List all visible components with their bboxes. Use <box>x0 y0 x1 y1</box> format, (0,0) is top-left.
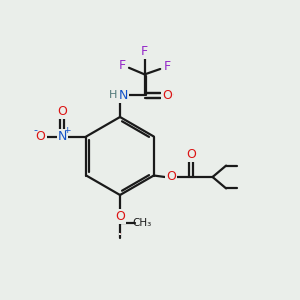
Text: H: H <box>109 90 118 100</box>
Text: N: N <box>58 130 67 143</box>
Text: F: F <box>119 59 126 72</box>
Text: O: O <box>36 130 46 143</box>
Text: methoxy: methoxy <box>120 240 126 242</box>
Text: O: O <box>186 148 196 161</box>
Text: O: O <box>166 170 176 184</box>
Text: O: O <box>115 210 125 223</box>
Text: F: F <box>164 60 171 73</box>
Text: O: O <box>119 233 121 235</box>
Text: F: F <box>141 44 148 58</box>
Text: O: O <box>164 89 173 102</box>
Text: +: + <box>64 126 71 135</box>
Text: -: - <box>34 125 38 135</box>
Text: O: O <box>57 105 67 118</box>
Text: CH₃: CH₃ <box>132 218 151 228</box>
Text: O: O <box>163 89 172 102</box>
Text: N: N <box>119 89 128 102</box>
